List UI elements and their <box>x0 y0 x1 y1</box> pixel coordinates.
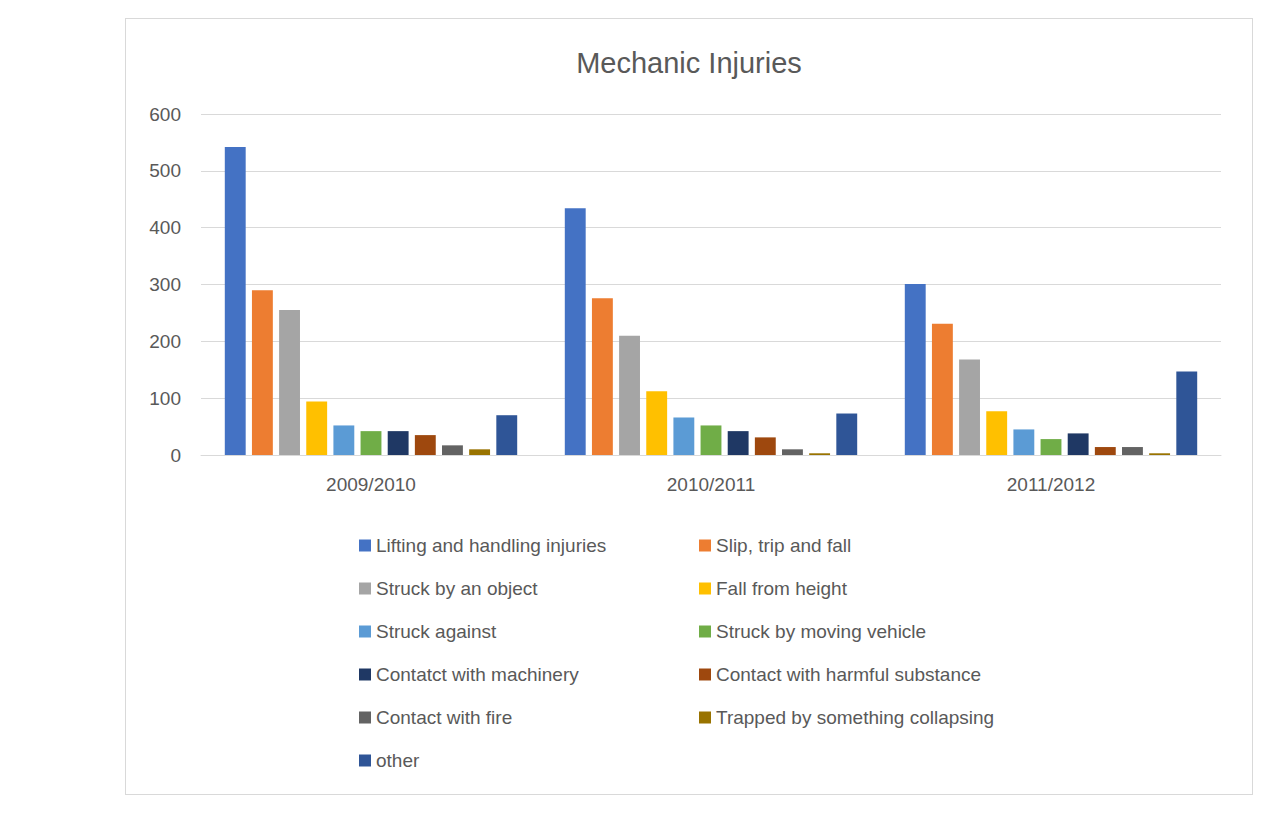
svg-text:Struck by an object: Struck by an object <box>376 578 538 599</box>
svg-text:2009/2010: 2009/2010 <box>326 474 416 495</box>
svg-text:Contatct with machinery: Contatct with machinery <box>376 664 579 685</box>
svg-text:Struck against: Struck against <box>376 621 497 642</box>
svg-text:400: 400 <box>149 217 181 238</box>
svg-text:200: 200 <box>149 331 181 352</box>
svg-text:Slip, trip and fall: Slip, trip and fall <box>716 535 851 556</box>
svg-text:Struck by moving vehicle: Struck by moving vehicle <box>716 621 926 642</box>
svg-text:Trapped by something collapsin: Trapped by something collapsing <box>716 707 994 728</box>
svg-text:Lifting and handling injuries: Lifting and handling injuries <box>376 535 606 556</box>
svg-text:100: 100 <box>149 388 181 409</box>
svg-text:0: 0 <box>170 445 181 466</box>
svg-text:Contact with fire: Contact with fire <box>376 707 512 728</box>
svg-text:Mechanic Injuries: Mechanic Injuries <box>576 47 802 79</box>
svg-text:Contact with harmful substance: Contact with harmful substance <box>716 664 981 685</box>
svg-text:other: other <box>376 750 420 771</box>
svg-text:Fall from height: Fall from height <box>716 578 848 599</box>
svg-text:600: 600 <box>149 104 181 125</box>
svg-text:2010/2011: 2010/2011 <box>667 474 755 495</box>
svg-text:500: 500 <box>149 160 181 181</box>
svg-text:2011/2012: 2011/2012 <box>1007 474 1095 495</box>
svg-text:300: 300 <box>149 274 181 295</box>
